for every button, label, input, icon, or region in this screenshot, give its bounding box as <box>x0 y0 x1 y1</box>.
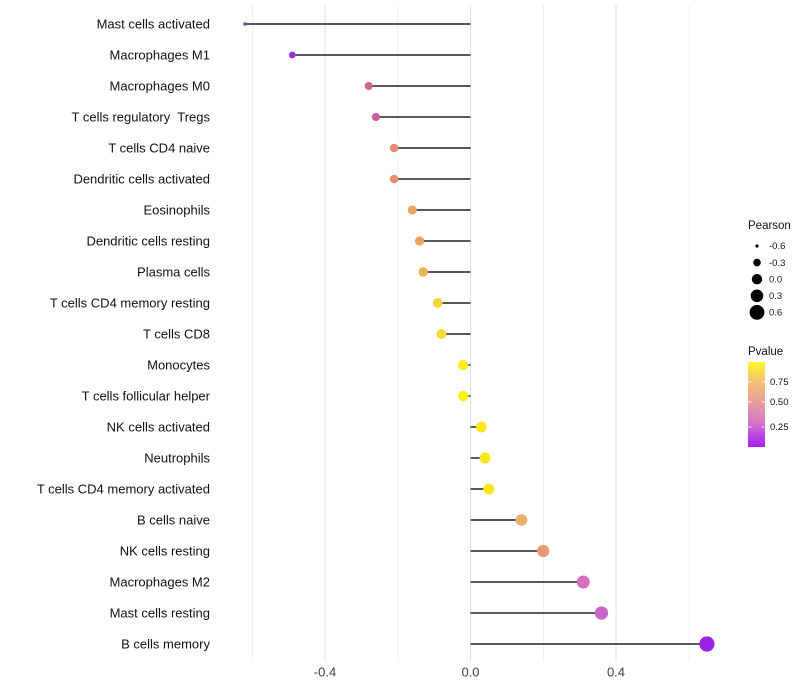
pvalue-legend-tick-label: 0.50 <box>770 397 789 408</box>
lollipop-dot <box>483 483 495 495</box>
pvalue-legend-title: Pvalue <box>748 346 783 358</box>
x-axis: -0.4 0.0 0.4 <box>314 665 625 680</box>
pearson-legend-key-label: -0.6 <box>769 241 785 252</box>
gridlines <box>251 5 690 661</box>
y-axis-label: Dendritic cells resting <box>86 234 210 249</box>
y-axis-label: Neutrophils <box>144 451 210 466</box>
y-axis-label: NK cells resting <box>120 544 210 559</box>
pearson-legend-key-dot <box>755 244 759 248</box>
lollipop-row: Monocytes <box>147 358 471 373</box>
lollipop-dot <box>479 452 491 464</box>
lollipop-row: T cells CD8 <box>143 327 471 342</box>
lollipop-dot <box>288 51 296 59</box>
lollipop-dot <box>243 22 247 26</box>
y-axis-label: T cells regulatory Tregs <box>72 110 211 125</box>
pearson-legend-key-label: 0.3 <box>769 291 782 302</box>
lollipop-dot <box>364 82 373 90</box>
lollipop-dot <box>414 236 425 246</box>
data-rows: Mast cells activated Macrophages M1 Macrop… <box>37 17 715 652</box>
y-axis-label: Monocytes <box>147 358 210 373</box>
lollipop-dot <box>418 267 428 277</box>
y-axis-label: Plasma cells <box>137 265 210 280</box>
x-axis-tick-label: -0.4 <box>314 665 336 680</box>
lollipop-row: NK cells resting <box>120 544 550 559</box>
y-axis-label: Mast cells activated <box>97 17 210 32</box>
y-axis-label: Macrophages M0 <box>110 79 210 94</box>
lollipop-row: T cells CD4 memory resting <box>50 296 471 311</box>
lollipop-dot <box>389 143 399 153</box>
pearson-size-legend: Pearson -0.6 -0.3 0.0 0.3 0.6 <box>748 220 791 320</box>
lollipop-dot <box>436 329 447 339</box>
y-axis-label: Macrophages M2 <box>110 575 210 590</box>
lollipop-dot <box>432 298 443 308</box>
lollipop-dot <box>537 544 550 558</box>
lollipop-dot <box>389 174 399 184</box>
lollipop-row: Mast cells activated <box>97 17 471 32</box>
lollipop-row: Dendritic cells resting <box>86 234 471 249</box>
y-axis-label: Mast cells resting <box>110 606 210 621</box>
lollipop-row: Neutrophils <box>144 451 491 466</box>
lollipop-row: Macrophages M0 <box>110 79 471 94</box>
y-axis-label: NK cells activated <box>107 420 210 435</box>
lollipop-row: T cells follicular helper <box>82 389 471 404</box>
lollipop-dot <box>407 205 417 215</box>
y-axis-label: T cells CD4 memory resting <box>50 296 210 311</box>
lollipop-dot <box>594 606 609 620</box>
pearson-legend-key-dot <box>751 274 763 285</box>
pearson-legend-key-label: 0.0 <box>769 274 782 285</box>
x-axis-tick-label: 0.4 <box>607 665 625 680</box>
y-axis-label: B cells memory <box>121 637 210 652</box>
y-axis-label: T cells CD4 naive <box>108 141 210 156</box>
pearson-legend-title: Pearson <box>748 220 791 232</box>
lollipop-row: B cells memory <box>121 636 715 652</box>
pearson-legend-key-label: 0.6 <box>769 308 782 319</box>
y-axis-label: B cells naive <box>137 513 210 528</box>
lollipop-row: Eosinophils <box>144 203 471 218</box>
lollipop-dot <box>476 421 487 433</box>
y-axis-label: T cells follicular helper <box>82 389 211 404</box>
lollipop-row: Macrophages M1 <box>110 48 471 63</box>
lollipop-row: Plasma cells <box>137 265 471 280</box>
pvalue-legend-tick-label: 0.25 <box>770 422 789 433</box>
lollipop-dot <box>699 636 715 652</box>
lollipop-row: Macrophages M2 <box>110 575 590 590</box>
pvalue-legend-tick-label: 0.75 <box>770 377 789 388</box>
lollipop-row: Mast cells resting <box>110 606 609 621</box>
lollipop-row: B cells naive <box>137 513 528 528</box>
pearson-legend-key-dot <box>753 258 761 267</box>
lollipop-dot <box>371 112 381 122</box>
y-axis-label: Dendritic cells activated <box>73 172 210 187</box>
pearson-legend-key-dot <box>749 305 765 320</box>
lollipop-dot <box>515 514 528 526</box>
pearson-legend-key-label: -0.3 <box>769 258 785 269</box>
lollipop-dot <box>576 575 590 589</box>
y-axis-label: Macrophages M1 <box>110 48 210 63</box>
x-axis-tick-label: 0.0 <box>461 665 479 680</box>
y-axis-label: Eosinophils <box>144 203 211 218</box>
pvalue-colorbar <box>748 362 765 447</box>
lollipop-dot <box>458 359 469 371</box>
lollipop-dot <box>458 390 469 402</box>
lollipop-row: T cells CD4 naive <box>108 141 471 156</box>
pvalue-color-legend: Pvalue 0.75 0.50 0.25 <box>748 346 789 447</box>
lollipop-row: T cells regulatory Tregs <box>72 110 471 125</box>
lollipop-row: NK cells activated <box>107 420 487 435</box>
lollipop-row: T cells CD4 memory activated <box>37 482 495 497</box>
y-axis-label: T cells CD4 memory activated <box>37 482 210 497</box>
y-axis-label: T cells CD8 <box>143 327 210 342</box>
lollipop-row: Dendritic cells activated <box>73 172 471 187</box>
pearson-legend-key-dot <box>750 289 764 303</box>
